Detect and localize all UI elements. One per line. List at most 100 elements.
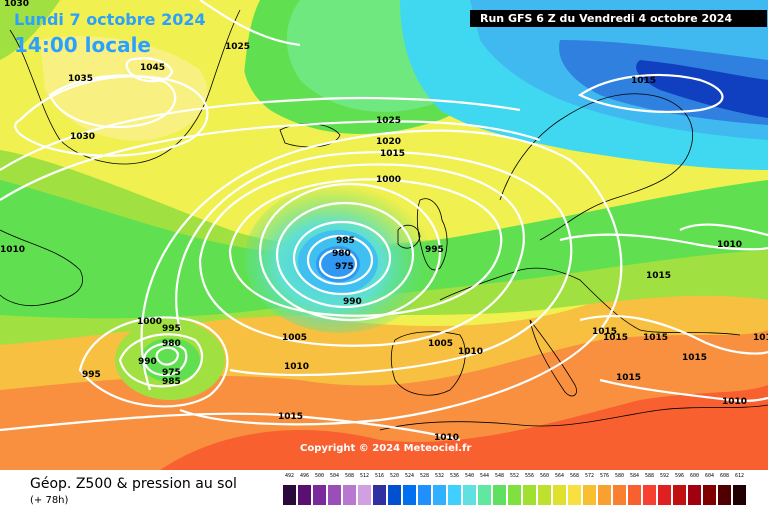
- isobar-label: 980: [332, 249, 351, 259]
- isobar-label: 1020: [376, 137, 402, 147]
- isobar-995: [258, 182, 442, 322]
- scale-swatch: [703, 485, 716, 505]
- scale-swatch: [613, 485, 626, 505]
- isobar-north-1025: [199, 0, 301, 47]
- green-nw: [0, 0, 60, 60]
- scale-label: 596: [674, 473, 685, 479]
- isobar-label: 995: [82, 370, 101, 380]
- scale-swatch: [688, 485, 701, 505]
- isobar-1010: [175, 150, 573, 377]
- scale-swatch: [358, 485, 371, 505]
- scale-swatch: [493, 485, 506, 505]
- isobar-1030: [14, 75, 209, 157]
- europe-coast: [439, 267, 741, 336]
- scale-swatch: [628, 485, 641, 505]
- scale-swatch: [523, 485, 536, 505]
- scale-label: 600: [689, 473, 700, 479]
- isobar-label: 1010: [717, 240, 743, 250]
- isobar-1000: [228, 178, 503, 317]
- isobar-label: 995: [162, 324, 181, 334]
- isobar-europe-1010b: [679, 223, 768, 237]
- scale-label: 536: [449, 473, 460, 479]
- isobar-label: 975: [162, 368, 181, 378]
- isobar-label: 1015: [278, 412, 304, 422]
- isobar-label: 1015: [753, 333, 768, 343]
- scale-swatch: [328, 485, 341, 505]
- scale-label: 564: [554, 473, 565, 479]
- isobar-label: 980: [162, 339, 181, 349]
- scale-swatch: [658, 485, 671, 505]
- scale-swatch: [433, 485, 446, 505]
- northamerica-coast: [0, 229, 83, 307]
- isobar-1020: [0, 120, 541, 201]
- run-banner: Run GFS 6 Z du Vendredi 4 octobre 2024: [470, 10, 767, 27]
- forecast-time: 14:00 locale: [14, 33, 151, 57]
- scale-label: 576: [599, 473, 610, 479]
- scale-label: 520: [389, 473, 400, 479]
- scale-label: 524: [404, 473, 415, 479]
- greenland-coast: [9, 9, 241, 165]
- britain-coast: [416, 198, 448, 271]
- scale-swatch: [538, 485, 551, 505]
- scale-swatch: [568, 485, 581, 505]
- scale-swatch: [583, 485, 596, 505]
- scale-label: 500: [314, 473, 325, 479]
- scale-swatch: [418, 485, 431, 505]
- isobars: [0, 0, 768, 442]
- isobar-label: 1015: [592, 327, 618, 337]
- scale-swatch: [673, 485, 686, 505]
- isobar-980: [306, 234, 374, 286]
- scale-swatch: [508, 485, 521, 505]
- isobar-1035: [48, 74, 177, 129]
- ireland-coast: [397, 224, 421, 249]
- scale-label: 540: [464, 473, 475, 479]
- isobar-europe-1015b: [579, 314, 768, 355]
- scale-swatch: [283, 485, 296, 505]
- scale-label: 504: [329, 473, 340, 479]
- scale-swatch: [343, 485, 356, 505]
- scale-label: 588: [644, 473, 655, 479]
- isobar-1025: [0, 96, 521, 171]
- isobar-label: 990: [343, 297, 362, 307]
- scale-label: 604: [704, 473, 715, 479]
- scale-swatch: [403, 485, 416, 505]
- isobar-label: 1000: [137, 317, 163, 327]
- isobar-label: 1045: [140, 63, 166, 73]
- copyright-notice: Copyright © 2024 Meteociel.fr: [300, 443, 472, 454]
- scale-label: 532: [434, 473, 445, 479]
- isobar-scandi-1015: [577, 73, 724, 113]
- africa-coast: [379, 404, 768, 431]
- scale-label: 592: [659, 473, 670, 479]
- isobar-label: 1010: [284, 362, 310, 372]
- isobar-label: 975: [335, 262, 354, 272]
- isobar-1005: [198, 163, 525, 347]
- isobar-label: 1015: [643, 333, 669, 343]
- scale-swatch: [298, 485, 311, 505]
- forecast-date: Lundi 7 octobre 2024: [14, 10, 206, 29]
- color-scale: 492 496 500 504 508 512 516 520 524 528 532 536 540 5…: [283, 473, 751, 508]
- footer: Géop. Z500 & pression au sol (+ 78h) 492…: [0, 470, 768, 512]
- isobar-985: [292, 220, 392, 296]
- scale-swatch: [643, 485, 656, 505]
- scale-label: 516: [374, 473, 385, 479]
- isobar-label: 990: [138, 357, 157, 367]
- scale-label: 548: [494, 473, 505, 479]
- isobar-label: 1015: [646, 271, 672, 281]
- scale-swatch: [733, 485, 746, 505]
- scale-label: 512: [359, 473, 370, 479]
- low-inner: [316, 246, 360, 282]
- isobar-990: [275, 201, 415, 309]
- isobar-europe-1015a: [559, 233, 768, 251]
- footer-title: Géop. Z500 & pression au sol: [30, 476, 237, 492]
- isobar-label: 1005: [282, 333, 308, 343]
- scale-label: 552: [509, 473, 520, 479]
- scale-label: 608: [719, 473, 730, 479]
- isobar-label: 1015: [603, 333, 629, 343]
- isobar-label: 1010: [434, 433, 460, 443]
- isobar-label: 1000: [376, 175, 402, 185]
- scale-swatch: [448, 485, 461, 505]
- scale-label: 496: [299, 473, 310, 479]
- isobar-1045: [125, 57, 174, 83]
- isobar-label: 985: [162, 377, 181, 387]
- scale-swatch: [718, 485, 731, 505]
